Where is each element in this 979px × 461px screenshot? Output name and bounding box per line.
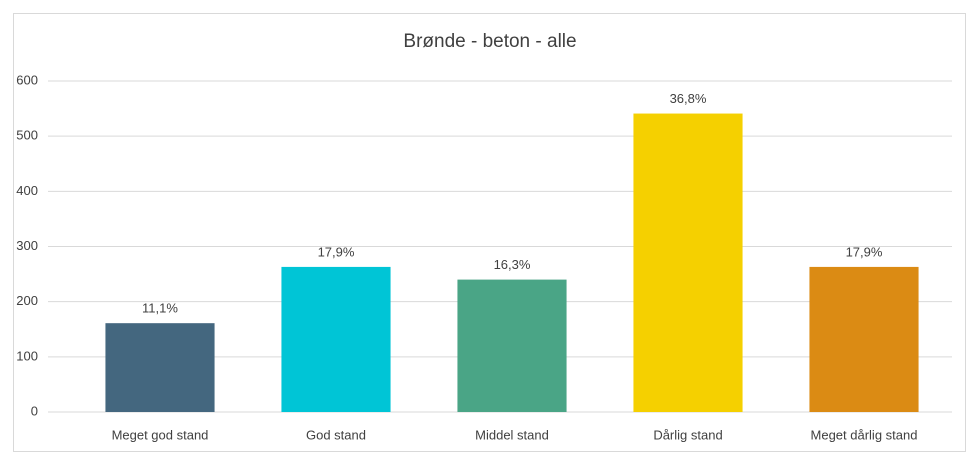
x-tick-label: Meget dårlig stand bbox=[811, 427, 918, 442]
x-tick-label: Dårlig stand bbox=[653, 427, 722, 442]
y-tick-label: 600 bbox=[16, 72, 38, 87]
chart-title: Brønde - beton - alle bbox=[403, 31, 576, 52]
data-label: 16,3% bbox=[494, 257, 531, 272]
data-label: 17,9% bbox=[318, 244, 355, 259]
y-tick-label: 500 bbox=[16, 128, 38, 143]
data-label: 36,8% bbox=[670, 91, 707, 106]
y-tick-label: 300 bbox=[16, 238, 38, 253]
bar bbox=[105, 323, 215, 412]
x-tick-label: Middel stand bbox=[475, 427, 549, 442]
x-tick-label: God stand bbox=[306, 427, 366, 442]
y-tick-label: 0 bbox=[31, 403, 38, 418]
y-tick-label: 400 bbox=[16, 183, 38, 198]
data-label: 17,9% bbox=[846, 244, 883, 259]
data-label: 11,1% bbox=[142, 301, 178, 316]
x-tick-label: Meget god stand bbox=[112, 427, 209, 442]
bar bbox=[809, 266, 919, 412]
bar bbox=[281, 266, 391, 412]
y-tick-label: 100 bbox=[16, 348, 38, 363]
bar bbox=[457, 279, 567, 412]
y-tick-label: 200 bbox=[16, 293, 38, 308]
bar bbox=[633, 113, 743, 412]
